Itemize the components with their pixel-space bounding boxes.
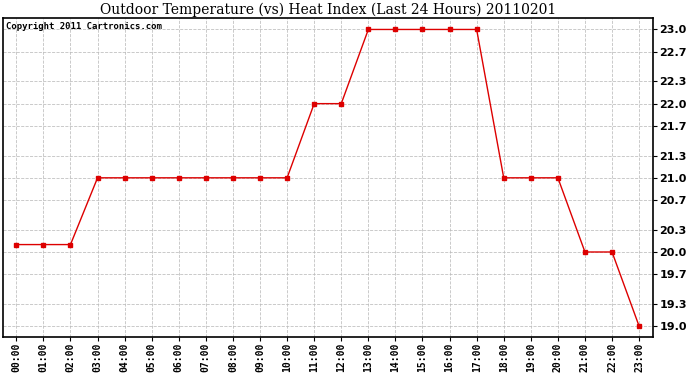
Text: Copyright 2011 Cartronics.com: Copyright 2011 Cartronics.com	[6, 21, 162, 30]
Title: Outdoor Temperature (vs) Heat Index (Last 24 Hours) 20110201: Outdoor Temperature (vs) Heat Index (Las…	[99, 3, 556, 17]
